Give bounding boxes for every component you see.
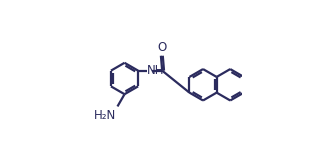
Text: H₂N: H₂N: [94, 109, 116, 122]
Text: O: O: [157, 41, 167, 54]
Text: NH: NH: [147, 64, 165, 77]
